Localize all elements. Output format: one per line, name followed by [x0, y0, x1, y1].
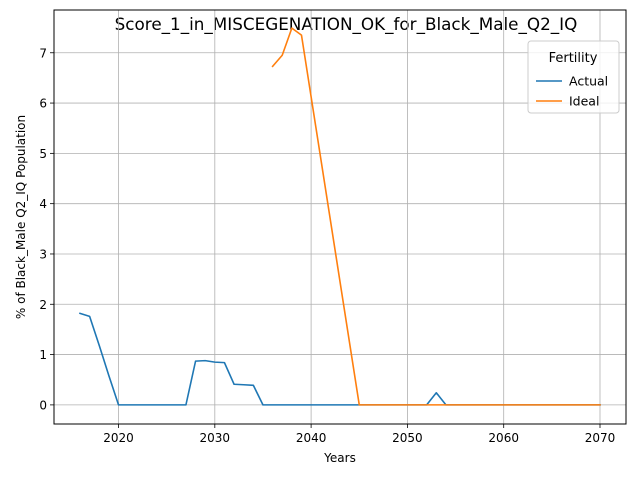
x-axis-label: Years	[323, 451, 356, 465]
x-tick-label: 2030	[200, 431, 231, 445]
y-tick-label: 0	[39, 398, 47, 412]
y-tick-label: 5	[39, 147, 47, 161]
x-tick-label: 2040	[296, 431, 327, 445]
y-tick-label: 4	[39, 197, 47, 211]
y-tick-label: 6	[39, 97, 47, 111]
axis-ticks: 2020 2030 2040 2050 2060 2070 0 1 2 3 4 5 6 7	[39, 46, 615, 445]
grid	[54, 10, 626, 424]
series-lines	[78, 27, 601, 406]
plot-frame	[53, 9, 627, 425]
y-tick-label: 3	[39, 247, 47, 261]
legend-box	[527, 40, 620, 114]
x-tick-label: 2020	[103, 431, 134, 445]
y-tick-label: 2	[39, 298, 47, 312]
legend: Fertility Actual Ideal	[527, 40, 620, 114]
series-line-ideal	[271, 27, 601, 406]
x-tick-label: 2050	[392, 431, 423, 445]
legend-label-ideal: Ideal	[569, 94, 599, 109]
legend-entries: Actual Ideal	[536, 74, 608, 109]
x-tick-label: 2060	[488, 431, 519, 445]
y-tick-label: 1	[39, 348, 47, 362]
series-line-actual	[78, 312, 601, 406]
chart-title: Score_1_in_MISCEGENATION_OK_for_Black_Ma…	[115, 14, 578, 35]
y-tick-label: 7	[39, 46, 47, 60]
y-axis-label: % of Black_Male Q2_IQ Population	[14, 115, 28, 319]
legend-title: Fertility	[549, 51, 598, 66]
legend-label-actual: Actual	[569, 74, 608, 89]
x-tick-label: 2070	[585, 431, 616, 445]
